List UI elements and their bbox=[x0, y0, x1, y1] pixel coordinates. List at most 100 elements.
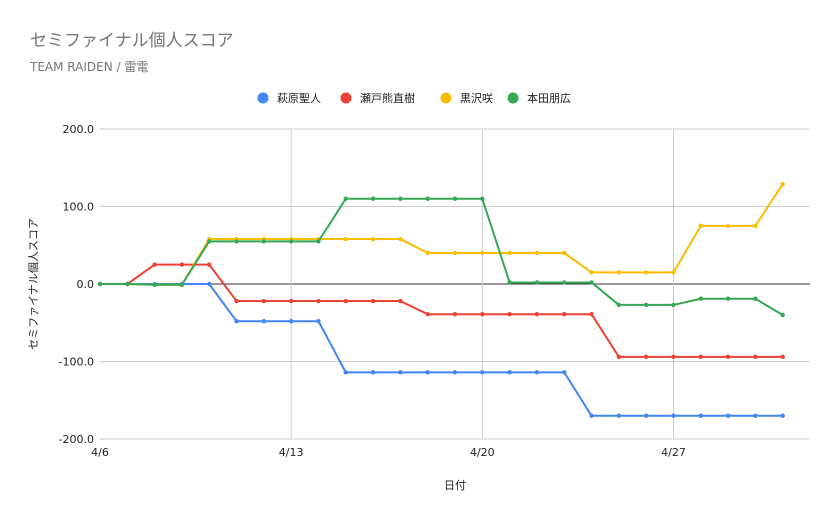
data-point bbox=[698, 223, 703, 229]
y-axis-ticks: 200.0 100.0 0.0 -100.0 -200.0 bbox=[59, 123, 94, 446]
legend-label: 本田朋広 bbox=[527, 91, 571, 105]
data-point bbox=[753, 354, 758, 360]
data-point bbox=[698, 354, 703, 360]
y-tick-label: 100.0 bbox=[63, 201, 95, 214]
data-point bbox=[234, 239, 239, 244]
data-point bbox=[343, 370, 348, 375]
grid bbox=[100, 128, 810, 440]
x-tick-label: 4/6 bbox=[91, 446, 109, 459]
data-point bbox=[179, 282, 185, 287]
data-point bbox=[370, 298, 376, 304]
data-point bbox=[343, 196, 348, 201]
data-point bbox=[398, 298, 403, 304]
series-3 bbox=[97, 181, 785, 287]
y-tick-label: 200.0 bbox=[63, 123, 95, 136]
data-point bbox=[316, 319, 321, 324]
data-point bbox=[643, 302, 649, 308]
data-point bbox=[725, 296, 731, 301]
data-point bbox=[534, 280, 540, 285]
series-2 bbox=[97, 262, 785, 360]
data-point bbox=[698, 296, 703, 301]
data-point bbox=[125, 281, 130, 287]
data-point bbox=[507, 250, 512, 256]
data-point bbox=[288, 239, 294, 244]
data-point bbox=[480, 196, 485, 201]
data-point bbox=[507, 280, 512, 285]
legend-label: 瀬戸熊直樹 bbox=[360, 91, 415, 105]
y-tick-label: -100.0 bbox=[59, 356, 94, 369]
data-point bbox=[152, 282, 157, 287]
x-axis-label: 日付 bbox=[444, 479, 466, 492]
legend: 萩原聖人 瀬戸熊直樹 黒沢咲 本田朋広 bbox=[257, 91, 571, 105]
data-point bbox=[534, 250, 540, 256]
data-point bbox=[452, 196, 458, 201]
data-point bbox=[97, 281, 103, 287]
series-4 bbox=[97, 196, 785, 318]
data-point bbox=[316, 298, 321, 304]
data-point bbox=[480, 312, 485, 317]
data-point bbox=[452, 250, 458, 256]
data-point bbox=[507, 312, 512, 317]
data-point bbox=[207, 281, 212, 287]
data-point bbox=[452, 312, 458, 317]
data-point bbox=[480, 370, 485, 375]
data-point bbox=[589, 280, 594, 285]
data-point bbox=[452, 370, 458, 375]
data-point bbox=[616, 302, 622, 308]
series-line bbox=[100, 197, 784, 316]
data-point bbox=[261, 319, 267, 324]
chart-subtitle: TEAM RAIDEN / 雷電 bbox=[29, 60, 148, 74]
data-point bbox=[725, 413, 731, 418]
data-point bbox=[534, 370, 540, 375]
legend-marker bbox=[507, 92, 519, 104]
data-point bbox=[616, 270, 622, 275]
y-axis-label: セミファイナル個人スコア bbox=[27, 218, 40, 350]
data-point bbox=[780, 181, 785, 187]
data-point bbox=[316, 239, 321, 244]
data-point bbox=[562, 250, 567, 256]
data-point bbox=[753, 223, 758, 229]
x-tick-label: 4/20 bbox=[470, 446, 495, 459]
data-point bbox=[370, 196, 376, 201]
data-point bbox=[534, 312, 540, 317]
data-point bbox=[179, 262, 185, 267]
data-point bbox=[589, 413, 594, 418]
data-point bbox=[507, 370, 512, 375]
legend-marker bbox=[340, 92, 352, 104]
x-axis-ticks: 4/6 4/13 4/20 4/27 bbox=[91, 446, 686, 459]
data-point bbox=[152, 262, 157, 267]
data-point bbox=[398, 370, 403, 375]
data-point bbox=[753, 296, 758, 301]
data-point bbox=[398, 196, 403, 201]
data-point bbox=[562, 312, 567, 317]
y-tick-label: -200.0 bbox=[59, 433, 94, 446]
y-tick-label: 0.0 bbox=[77, 278, 95, 291]
data-point bbox=[589, 312, 594, 317]
data-point bbox=[370, 236, 376, 242]
data-point bbox=[207, 262, 212, 267]
legend-label: 萩原聖人 bbox=[277, 92, 321, 105]
data-point bbox=[288, 319, 294, 324]
data-point bbox=[780, 413, 785, 418]
data-point bbox=[425, 370, 430, 375]
data-point bbox=[425, 250, 430, 256]
data-point bbox=[616, 354, 622, 360]
data-point bbox=[698, 413, 703, 418]
data-point bbox=[671, 302, 676, 308]
data-point bbox=[425, 312, 430, 317]
data-point bbox=[234, 319, 239, 324]
data-point bbox=[234, 298, 239, 304]
data-point bbox=[725, 354, 731, 360]
data-point bbox=[780, 354, 785, 360]
data-point bbox=[343, 298, 348, 304]
data-point bbox=[562, 280, 567, 285]
data-point bbox=[643, 270, 649, 275]
data-point bbox=[480, 250, 485, 256]
series-line bbox=[100, 263, 783, 358]
legend-marker bbox=[440, 92, 452, 104]
data-point bbox=[562, 370, 567, 375]
series-layer bbox=[97, 181, 785, 418]
data-point bbox=[671, 413, 676, 418]
data-point bbox=[643, 413, 649, 418]
